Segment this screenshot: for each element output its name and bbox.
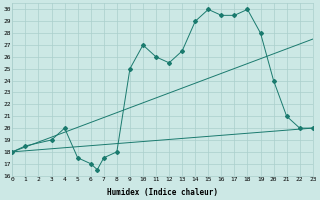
X-axis label: Humidex (Indice chaleur): Humidex (Indice chaleur)	[107, 188, 218, 197]
